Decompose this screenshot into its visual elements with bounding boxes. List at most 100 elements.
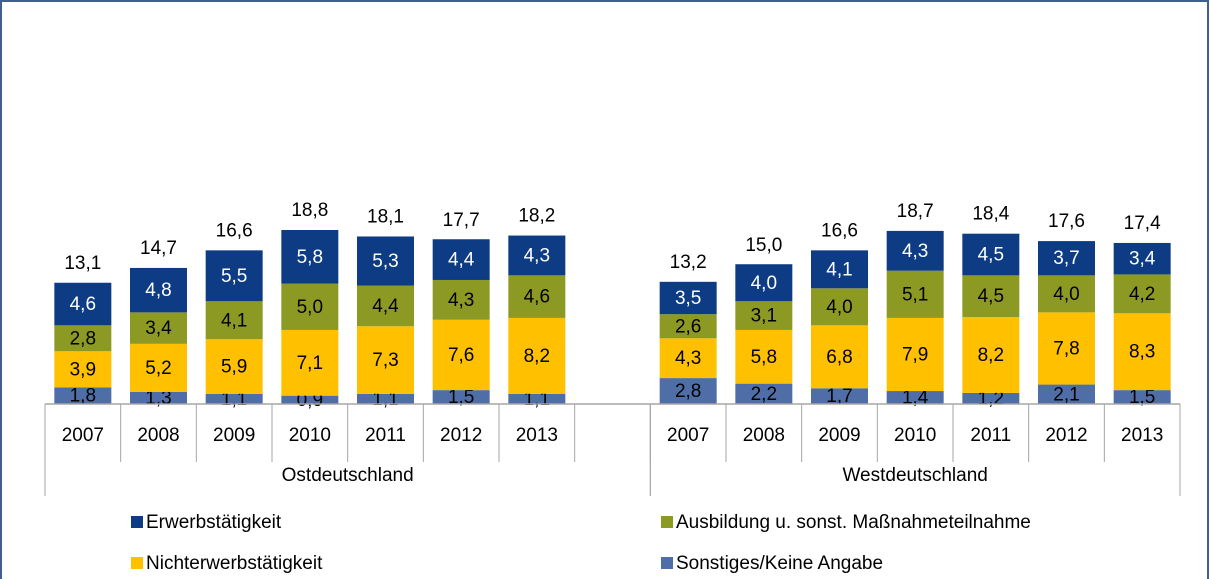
group-label: Ostdeutschland [282, 465, 414, 486]
bar-segment [508, 393, 566, 404]
x-tick-label: 2007 [62, 425, 104, 446]
data-label: 3,9 [70, 359, 96, 380]
bar-segment [205, 250, 263, 302]
legend-swatch [131, 516, 143, 528]
bar-segment [962, 233, 1020, 276]
data-label: 8,2 [978, 345, 1004, 366]
x-tick-label: 2012 [440, 425, 482, 446]
data-label: 1,7 [826, 386, 852, 407]
bar-segment [508, 275, 566, 318]
bar-segment [130, 312, 187, 344]
bar-segment [1038, 241, 1095, 276]
data-label: 5,9 [221, 357, 247, 378]
total-label: 16,6 [216, 220, 253, 241]
x-tick-label: 2008 [137, 425, 179, 446]
data-label: 4,3 [675, 348, 701, 369]
total-label: 18,7 [897, 201, 934, 222]
bar-segment [1113, 274, 1171, 314]
x-tick-label: 2009 [818, 425, 860, 446]
data-label: 7,8 [1053, 338, 1079, 359]
data-label: 4,6 [70, 294, 96, 315]
bar-segment [735, 264, 793, 302]
data-label: 4,1 [826, 259, 852, 280]
bar-segment [281, 395, 339, 404]
bar-segment [54, 282, 112, 326]
data-label: 3,5 [675, 288, 701, 309]
data-label: 4,3 [902, 241, 928, 262]
bar-segment [281, 229, 339, 284]
bar-segment [811, 388, 868, 404]
data-label: 5,5 [221, 266, 247, 287]
bar-segment [1038, 312, 1095, 385]
bar-segment [1113, 242, 1171, 275]
data-label: 7,9 [902, 344, 928, 365]
data-label: 5,8 [751, 347, 777, 368]
x-tick-label: 2013 [516, 425, 558, 446]
bar-segment [205, 301, 263, 340]
data-label: 5,1 [902, 284, 928, 305]
bar-segment [1113, 313, 1171, 391]
data-label: 4,2 [1129, 284, 1155, 305]
total-label: 17,4 [1124, 213, 1161, 234]
total-label: 13,1 [64, 253, 101, 274]
legend-label: Sonstiges/Keine Angabe [676, 553, 883, 574]
bar-segment [886, 270, 944, 318]
data-label: 4,1 [221, 310, 247, 331]
bar-segment [281, 283, 339, 330]
data-label: 4,5 [978, 286, 1004, 307]
data-label: 5,2 [145, 358, 171, 379]
bar-segment [432, 239, 490, 280]
legend-swatch [131, 557, 143, 569]
total-label: 18,4 [972, 204, 1009, 225]
x-tick-label: 2010 [289, 425, 331, 446]
total-label: 17,6 [1048, 211, 1085, 232]
x-tick-label: 2013 [1121, 425, 1163, 446]
data-label: 2,2 [751, 384, 777, 405]
x-tick-label: 2011 [365, 425, 406, 446]
bar-segment [962, 392, 1020, 404]
total-label: 16,6 [821, 220, 858, 241]
bar-segment [811, 288, 868, 326]
bar-segment [962, 316, 1020, 393]
bar-segment [508, 317, 566, 394]
legend-label: Erwerbstätigkeit [146, 512, 282, 533]
bar-segment [659, 314, 717, 339]
bar-segment [205, 339, 263, 394]
data-label: 4,4 [372, 296, 399, 317]
bar-segment [735, 383, 793, 404]
data-label: 2,1 [1053, 384, 1079, 405]
data-label: 2,6 [675, 316, 701, 337]
bar-segment [886, 391, 944, 404]
data-label: 1,8 [70, 386, 96, 407]
bar-segment [54, 351, 112, 388]
data-label: 4,3 [524, 245, 550, 266]
bar-segment [508, 235, 566, 276]
total-label: 17,7 [443, 210, 480, 231]
data-label: 3,4 [1129, 249, 1156, 270]
bar-segment [659, 378, 717, 404]
data-label: 7,3 [372, 350, 398, 371]
data-label: 4,3 [448, 290, 474, 311]
data-label: 7,1 [297, 353, 323, 374]
total-label: 18,8 [291, 200, 328, 221]
x-tick-label: 2009 [213, 425, 255, 446]
total-label: 14,7 [140, 238, 177, 259]
data-label: 4,0 [1053, 284, 1079, 305]
data-label: 1,5 [1129, 387, 1155, 408]
bar-segment [886, 317, 944, 392]
bar-segment [659, 281, 717, 315]
x-tick-label: 2012 [1045, 425, 1087, 446]
data-label: 3,4 [145, 318, 172, 339]
total-label: 15,0 [745, 235, 782, 256]
x-tick-label: 2008 [743, 425, 785, 446]
bar-segment [54, 387, 112, 404]
bar-segment [357, 236, 414, 286]
data-label: 2,8 [70, 328, 96, 349]
bar-segment [735, 301, 793, 330]
legend-label: Ausbildung u. sonst. Maßnahmeteilnahme [676, 512, 1031, 533]
bar-segment [659, 338, 717, 379]
bar-segment [735, 329, 793, 384]
data-label: 6,8 [826, 347, 852, 368]
